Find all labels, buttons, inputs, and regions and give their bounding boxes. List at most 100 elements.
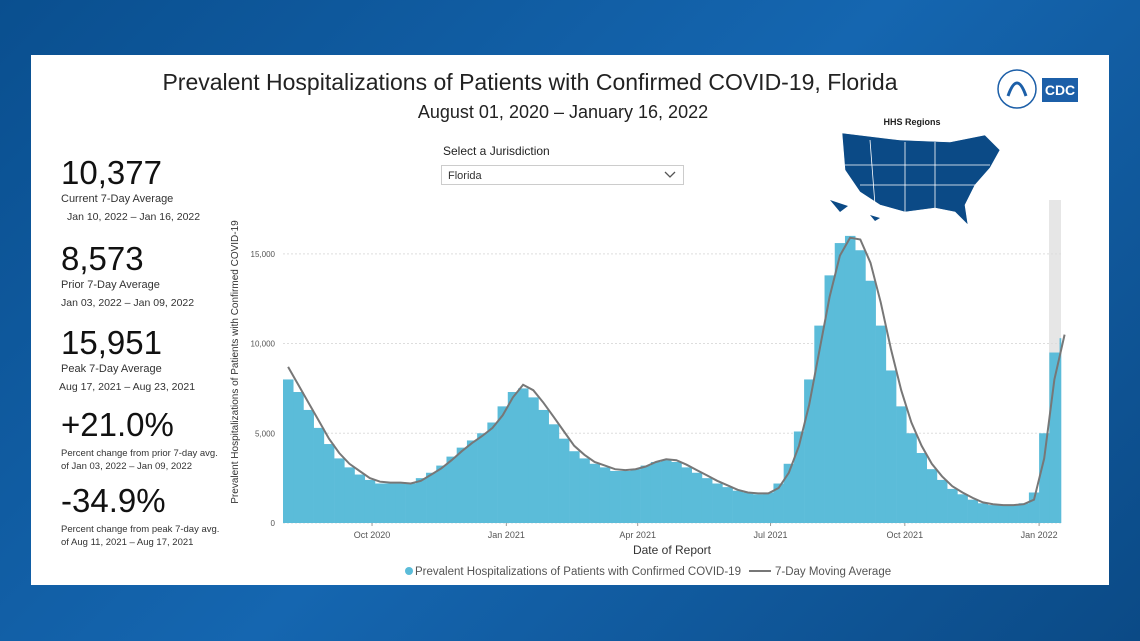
bar (466, 440, 478, 523)
chart-title: Prevalent Hospitalizations of Patients w… (162, 69, 897, 95)
x-tick-label: Oct 2021 (887, 530, 924, 540)
bar (691, 472, 703, 523)
stat-value: 8,573 (61, 240, 144, 277)
bar (313, 427, 325, 523)
bar (763, 492, 774, 523)
stat-detail: Jan 03, 2022 – Jan 09, 2022 (61, 297, 195, 309)
bar (936, 479, 948, 523)
bar (834, 243, 846, 524)
stat: +21.0% Percent change from prior 7-day a… (61, 407, 221, 473)
bar (824, 275, 836, 523)
legend-swatch (405, 567, 413, 575)
bar (732, 490, 744, 523)
chart-subtitle: August 01, 2020 – January 16, 2022 (418, 102, 708, 122)
legend-label: Prevalent Hospitalizations of Patients w… (415, 566, 741, 578)
jurisdiction-dropdown[interactable]: Florida (441, 165, 684, 185)
bar (620, 470, 631, 523)
bar (998, 505, 1009, 523)
bar (609, 470, 621, 523)
bar (518, 388, 529, 523)
x-tick-label: Jan 2022 (1021, 530, 1058, 540)
hhs-map: HHS Regions (830, 117, 1001, 226)
bar (599, 467, 611, 523)
bar (742, 492, 754, 523)
bar (671, 461, 682, 523)
bar (293, 392, 304, 523)
bar (988, 505, 999, 523)
bar (477, 433, 488, 523)
bar (446, 456, 457, 523)
x-tick-label: Oct 2020 (354, 530, 391, 540)
stat-label: Peak 7-Day Average (61, 363, 162, 375)
stat-label: Prior 7-Day Average (61, 279, 160, 291)
bar (1018, 503, 1030, 523)
bar (926, 469, 938, 523)
bar (681, 467, 693, 523)
bar (354, 474, 366, 523)
bar (374, 483, 386, 523)
bar (875, 325, 887, 523)
bar (804, 379, 815, 523)
stat: -34.9% Percent change from peak 7-day av… (61, 483, 226, 549)
stat-detail: Percent change from peak 7-day avg. of A… (61, 524, 220, 548)
bar (793, 431, 805, 523)
dropdown-arrow (664, 171, 676, 178)
bar (865, 280, 876, 523)
stat-detail: Percent change from prior 7-day avg. of … (61, 448, 218, 472)
bar (814, 325, 825, 523)
stat-detail: Aug 17, 2021 – Aug 23, 2021 (59, 381, 196, 393)
bar (323, 444, 335, 523)
legend-label: 7-Day Moving Average (775, 566, 891, 578)
logo-text: CDC (1045, 82, 1075, 98)
stat-value: +21.0% (61, 406, 174, 443)
bar (1028, 492, 1040, 523)
x-axis-label: Date of Report (633, 543, 712, 557)
bar (507, 392, 519, 523)
x-tick-label: Apr 2021 (619, 530, 656, 540)
bar (916, 453, 928, 523)
bar (661, 460, 672, 523)
bar (1059, 338, 1062, 523)
bar (487, 422, 498, 523)
bar (1008, 505, 1019, 523)
stat-label: Current 7-Day Average (61, 193, 174, 205)
bar (977, 503, 989, 523)
bar (1049, 352, 1060, 523)
bar (844, 235, 856, 523)
stat: 15,951 Peak 7-Day Average Aug 17, 2021 –… (59, 324, 196, 394)
stat-value: 15,951 (61, 324, 162, 361)
x-tick-label: Jan 2021 (488, 530, 525, 540)
bar (548, 424, 560, 523)
bar (773, 483, 784, 523)
bar (640, 465, 652, 523)
bar (385, 483, 396, 523)
bar (569, 451, 580, 523)
bar (722, 487, 733, 523)
bar (947, 488, 958, 523)
filter-label: Select a Jurisdiction (443, 144, 550, 158)
bar (395, 483, 406, 523)
bar (885, 370, 897, 523)
bar (712, 483, 723, 523)
bar (1039, 433, 1050, 523)
bar (344, 467, 355, 523)
bar (426, 472, 437, 523)
bar (753, 494, 764, 523)
bar (283, 379, 294, 523)
y-tick-label: 0 (271, 519, 276, 528)
bar (630, 469, 641, 523)
bar (855, 250, 866, 523)
bar (957, 494, 968, 523)
bar (579, 458, 590, 523)
bar (456, 447, 468, 523)
stat-detail: Jan 10, 2022 – Jan 16, 2022 (67, 211, 201, 223)
moving-average-line (287, 236, 1066, 507)
legend: Prevalent Hospitalizations of Patients w… (405, 566, 891, 578)
bar (783, 463, 795, 523)
bar (415, 478, 427, 523)
y-tick-label: 5,000 (255, 429, 276, 438)
cdc-logo: CDC (997, 69, 1078, 109)
bar (303, 409, 314, 523)
